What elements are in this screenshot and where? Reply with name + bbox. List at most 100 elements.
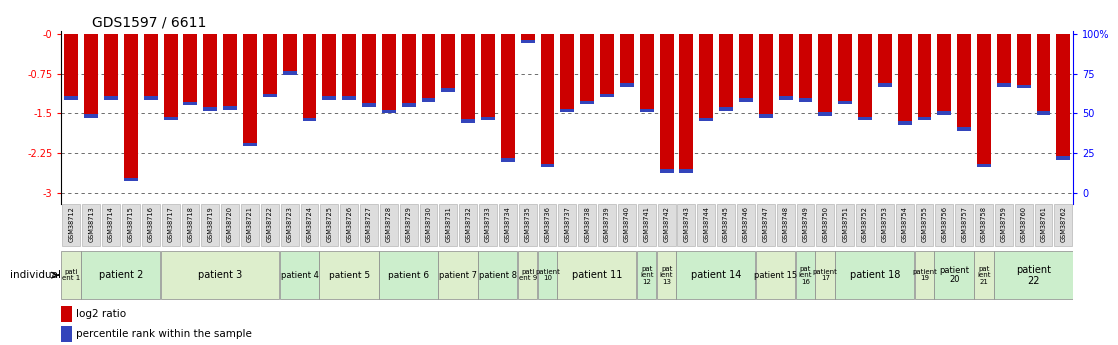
FancyBboxPatch shape xyxy=(816,204,834,246)
Bar xyxy=(362,34,376,107)
Bar xyxy=(224,34,237,110)
Text: GSM38738: GSM38738 xyxy=(585,206,590,242)
Bar xyxy=(957,127,972,131)
Bar xyxy=(700,34,713,121)
Bar xyxy=(84,114,98,118)
FancyBboxPatch shape xyxy=(161,251,280,299)
Bar xyxy=(481,34,495,120)
FancyBboxPatch shape xyxy=(419,204,437,246)
Bar xyxy=(1016,34,1031,88)
Bar xyxy=(342,34,357,100)
Text: GSM38756: GSM38756 xyxy=(941,206,947,242)
FancyBboxPatch shape xyxy=(896,204,913,246)
FancyBboxPatch shape xyxy=(835,251,915,299)
Text: GSM38749: GSM38749 xyxy=(803,206,808,242)
Bar xyxy=(1057,156,1070,160)
Text: GSM38737: GSM38737 xyxy=(565,206,570,242)
FancyBboxPatch shape xyxy=(340,204,358,246)
Bar xyxy=(739,34,752,102)
Bar xyxy=(898,121,911,125)
FancyBboxPatch shape xyxy=(320,251,379,299)
Text: GSM38743: GSM38743 xyxy=(683,206,690,242)
Text: GSM38740: GSM38740 xyxy=(624,206,629,242)
Bar xyxy=(560,34,575,112)
FancyBboxPatch shape xyxy=(637,251,656,299)
FancyBboxPatch shape xyxy=(717,204,735,246)
FancyBboxPatch shape xyxy=(756,251,795,299)
Text: pat
ient
13: pat ient 13 xyxy=(660,266,673,285)
FancyBboxPatch shape xyxy=(836,204,854,246)
FancyBboxPatch shape xyxy=(61,251,80,299)
Bar xyxy=(481,117,495,120)
FancyBboxPatch shape xyxy=(995,204,1013,246)
Bar xyxy=(719,34,733,111)
Text: patient 15: patient 15 xyxy=(755,270,797,280)
FancyBboxPatch shape xyxy=(935,251,974,299)
FancyBboxPatch shape xyxy=(916,204,934,246)
Text: percentile rank within the sample: percentile rank within the sample xyxy=(76,329,252,339)
FancyBboxPatch shape xyxy=(656,251,676,299)
FancyBboxPatch shape xyxy=(676,251,756,299)
Text: GSM38760: GSM38760 xyxy=(1021,206,1026,242)
Bar xyxy=(263,34,277,97)
Text: GSM38736: GSM38736 xyxy=(544,206,550,242)
Bar xyxy=(1016,85,1031,88)
FancyBboxPatch shape xyxy=(975,204,993,246)
Text: patient 6: patient 6 xyxy=(388,270,429,280)
FancyBboxPatch shape xyxy=(559,204,576,246)
Bar xyxy=(144,34,158,100)
Bar xyxy=(65,34,78,100)
FancyBboxPatch shape xyxy=(142,204,160,246)
Text: patient 8: patient 8 xyxy=(479,270,517,280)
Text: GSM38762: GSM38762 xyxy=(1060,206,1067,242)
Bar xyxy=(1036,34,1051,115)
FancyBboxPatch shape xyxy=(480,204,498,246)
Text: patient 4: patient 4 xyxy=(281,270,319,280)
Bar xyxy=(124,178,138,181)
Bar xyxy=(680,34,693,173)
Text: GSM38744: GSM38744 xyxy=(703,206,709,242)
Text: GSM38721: GSM38721 xyxy=(247,206,253,242)
Text: GSM38754: GSM38754 xyxy=(901,206,908,242)
Bar xyxy=(401,103,416,107)
Bar xyxy=(719,107,733,111)
Bar xyxy=(818,34,832,116)
FancyBboxPatch shape xyxy=(994,251,1073,299)
Text: pat
ient
21: pat ient 21 xyxy=(977,266,991,285)
Bar xyxy=(183,102,198,105)
Bar xyxy=(878,83,892,87)
Text: pat
ient
16: pat ient 16 xyxy=(798,266,812,285)
Bar xyxy=(322,34,337,100)
Bar xyxy=(560,109,575,112)
Text: patient 3: patient 3 xyxy=(198,270,243,280)
Text: GSM38757: GSM38757 xyxy=(961,206,967,242)
Bar xyxy=(580,101,594,104)
Text: patient 11: patient 11 xyxy=(572,270,623,280)
Bar xyxy=(61,306,72,322)
Bar xyxy=(263,94,277,97)
Bar xyxy=(303,34,316,121)
FancyBboxPatch shape xyxy=(538,251,557,299)
FancyBboxPatch shape xyxy=(260,204,278,246)
Text: GSM38724: GSM38724 xyxy=(306,206,312,242)
FancyBboxPatch shape xyxy=(698,204,716,246)
Text: GSM38753: GSM38753 xyxy=(882,206,888,242)
Bar xyxy=(303,118,316,121)
Text: patient
19: patient 19 xyxy=(912,269,937,282)
FancyBboxPatch shape xyxy=(796,251,815,299)
FancyBboxPatch shape xyxy=(678,204,695,246)
Text: patient
20: patient 20 xyxy=(939,266,969,285)
Text: patient
17: patient 17 xyxy=(813,269,837,282)
Bar xyxy=(957,34,972,131)
FancyBboxPatch shape xyxy=(201,204,219,246)
FancyBboxPatch shape xyxy=(578,204,596,246)
FancyBboxPatch shape xyxy=(815,251,835,299)
Text: patient 5: patient 5 xyxy=(329,270,370,280)
Text: GSM38726: GSM38726 xyxy=(347,206,352,242)
Bar xyxy=(421,98,435,102)
FancyBboxPatch shape xyxy=(82,251,160,299)
Bar xyxy=(620,83,634,87)
Bar xyxy=(541,34,555,167)
Bar xyxy=(838,101,852,104)
Bar xyxy=(421,34,435,102)
